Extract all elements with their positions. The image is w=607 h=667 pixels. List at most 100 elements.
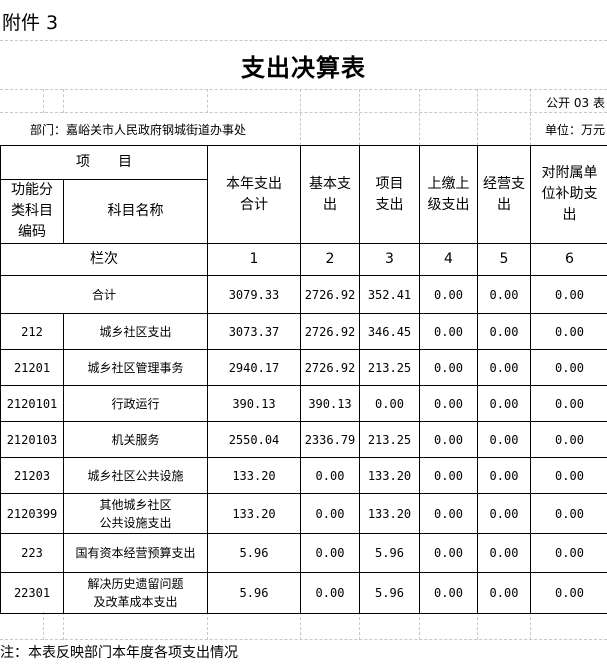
row-value: 0.00 — [419, 572, 478, 614]
row-value: 0.00 — [419, 493, 478, 534]
row-index-6: 6 — [530, 243, 607, 276]
table-row: 2120101 行政运行 390.13 390.13 0.00 0.00 0.00 0.00 — [0, 385, 607, 422]
row-value: 2726.92 — [300, 349, 360, 386]
table-row: 223 国有资本经营预算支出 5.96 0.00 5.96 0.00 0.00 0.00 — [0, 533, 607, 573]
row-index-3: 3 — [359, 243, 420, 276]
header-col-5: 经营支出 — [477, 145, 531, 244]
row-value: 0.00 — [530, 572, 607, 614]
row-index-1: 1 — [207, 243, 301, 276]
table-row: 21203 城乡社区公共设施 133.20 0.00 133.20 0.00 0.00 0.0… — [0, 457, 607, 494]
row-value: 0.00 — [419, 385, 478, 422]
row-code: 21203 — [0, 457, 64, 494]
row-value: 213.25 — [359, 349, 420, 386]
row-code: 22301 — [0, 572, 64, 614]
row-code: 212 — [0, 313, 64, 350]
row-value: 213.25 — [359, 421, 420, 458]
row-code: 223 — [0, 533, 64, 573]
row-value: 0.00 — [530, 457, 607, 494]
row-value: 133.20 — [359, 493, 420, 534]
row-index-4: 4 — [419, 243, 478, 276]
row-value: 2550.04 — [207, 421, 301, 458]
row-value: 0.00 — [530, 349, 607, 386]
row-value: 0.00 — [419, 533, 478, 573]
row-index-label: 栏次 — [0, 243, 208, 276]
total-value: 0.00 — [477, 275, 531, 314]
row-value: 0.00 — [477, 572, 531, 614]
attachment-label: 附件 3 — [2, 12, 59, 34]
row-value: 0.00 — [530, 385, 607, 422]
row-value: 0.00 — [477, 533, 531, 573]
row-value: 0.00 — [300, 572, 360, 614]
table-number: 公开 03 表 — [546, 96, 605, 110]
row-name: 城乡社区管理事务 — [63, 349, 208, 386]
header-code: 功能分类科目编码 — [0, 179, 64, 244]
header-name: 科目名称 — [63, 179, 208, 244]
row-name: 行政运行 — [63, 385, 208, 422]
row-value: 0.00 — [530, 313, 607, 350]
row-value: 0.00 — [419, 349, 478, 386]
row-code: 2120399 — [0, 493, 64, 534]
header-col-6: 对附属单位补助支出 — [530, 145, 607, 244]
row-value: 0.00 — [530, 533, 607, 573]
row-value: 0.00 — [477, 385, 531, 422]
row-value: 133.20 — [207, 493, 301, 534]
row-code: 21201 — [0, 349, 64, 386]
total-value: 0.00 — [419, 275, 478, 314]
row-name: 解决历史遗留问题 及改革成本支出 — [63, 572, 208, 614]
table-row: 22301 解决历史遗留问题 及改革成本支出 5.96 0.00 5.96 0.00 0.0… — [0, 572, 607, 614]
row-value: 0.00 — [477, 421, 531, 458]
table-row: 212 城乡社区支出 3073.37 2726.92 346.45 0.00 0.00 0.0… — [0, 313, 607, 350]
row-name: 其他城乡社区 公共设施支出 — [63, 493, 208, 534]
row-name: 城乡社区公共设施 — [63, 457, 208, 494]
row-value: 0.00 — [300, 533, 360, 573]
row-value: 346.45 — [359, 313, 420, 350]
row-value: 5.96 — [359, 572, 420, 614]
total-value: 0.00 — [530, 275, 607, 314]
header-col-4: 上缴上级支出 — [419, 145, 478, 244]
row-code: 2120103 — [0, 421, 64, 458]
row-value: 2940.17 — [207, 349, 301, 386]
total-value: 3079.33 — [207, 275, 301, 314]
expenditure-table: 项 目 本年支出合计 基本支出 项目支出 上缴上级支出 经营支出 对附属单位补助… — [0, 145, 607, 614]
row-value: 0.00 — [300, 457, 360, 494]
row-name: 城乡社区支出 — [63, 313, 208, 350]
unit-label: 单位：万元 — [544, 123, 605, 137]
total-row: 合计 3079.33 2726.92 352.41 0.00 0.00 0.00 — [0, 275, 607, 314]
row-value: 0.00 — [477, 349, 531, 386]
header-item: 项 目 — [0, 145, 208, 180]
row-value: 0.00 — [419, 421, 478, 458]
table-row: 2120399 其他城乡社区 公共设施支出 133.20 0.00 133.20 0.00… — [0, 493, 607, 534]
total-value: 352.41 — [359, 275, 420, 314]
table-row: 21201 城乡社区管理事务 2940.17 2726.92 213.25 0.00 0.0… — [0, 349, 607, 386]
row-value: 0.00 — [530, 421, 607, 458]
row-value: 0.00 — [477, 313, 531, 350]
page-title: 支出决算表 — [241, 54, 366, 82]
row-value: 133.20 — [207, 457, 301, 494]
row-value: 0.00 — [419, 457, 478, 494]
row-value: 133.20 — [359, 457, 420, 494]
table-row: 2120103 机关服务 2550.04 2336.79 213.25 0.00 0.00 0… — [0, 421, 607, 458]
row-value: 0.00 — [477, 457, 531, 494]
department-label: 部门：嘉峪关市人民政府钢城街道办事处 — [30, 123, 247, 137]
row-value: 390.13 — [207, 385, 301, 422]
row-value: 390.13 — [300, 385, 360, 422]
row-value: 5.96 — [207, 572, 301, 614]
header-col-1: 本年支出合计 — [207, 145, 301, 244]
row-value: 5.96 — [207, 533, 301, 573]
row-value: 2336.79 — [300, 421, 360, 458]
row-value: 0.00 — [530, 493, 607, 534]
row-value: 5.96 — [359, 533, 420, 573]
row-value: 2726.92 — [300, 313, 360, 350]
row-value: 0.00 — [477, 493, 531, 534]
row-value: 0.00 — [419, 313, 478, 350]
row-index-2: 2 — [300, 243, 360, 276]
footnote: 注：本表反映部门本年度各项支出情况 — [0, 645, 238, 661]
total-value: 2726.92 — [300, 275, 360, 314]
row-value: 0.00 — [300, 493, 360, 534]
header-col-2: 基本支出 — [300, 145, 360, 244]
row-name: 机关服务 — [63, 421, 208, 458]
row-name: 国有资本经营预算支出 — [63, 533, 208, 573]
header-col-3: 项目支出 — [359, 145, 420, 244]
row-code: 2120101 — [0, 385, 64, 422]
